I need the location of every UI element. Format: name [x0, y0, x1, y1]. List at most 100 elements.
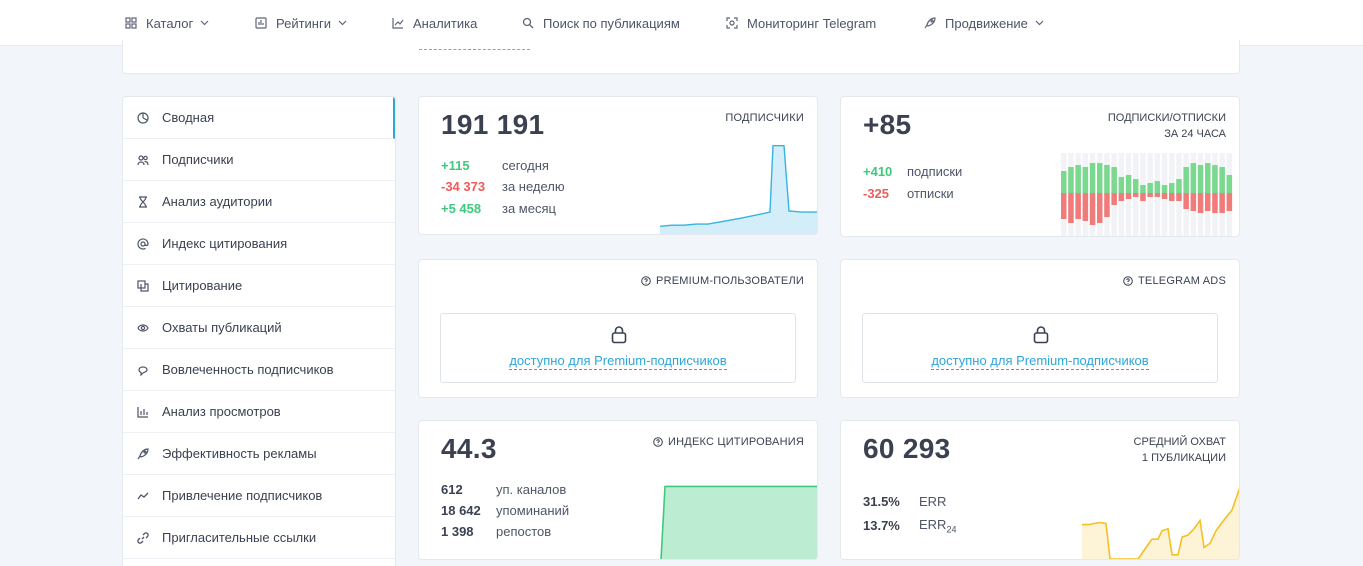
bar-unsubscriptions	[1161, 193, 1168, 199]
bar-subscriptions	[1169, 183, 1175, 193]
bar-unsubscriptions	[1219, 193, 1225, 213]
stat-label: за неделю	[502, 179, 565, 194]
nav-label: Мониторинг Telegram	[747, 15, 877, 31]
quote-icon	[137, 279, 149, 292]
nav-label: Продвижение	[945, 15, 1028, 31]
subs-unsubs-card[interactable]: +85 ПОДПИСКИ/ОТПИСКИ ЗА 24 ЧАСА +410 под…	[840, 96, 1240, 237]
link-icon	[137, 531, 149, 544]
premium-link[interactable]: доступно для Premium-подписчиков	[863, 353, 1217, 370]
stat-label: репостов	[496, 524, 552, 539]
premium-link[interactable]: доступно для Premium-подписчиков	[441, 353, 795, 370]
sidebar-item-subscribers[interactable]: Подписчики	[123, 139, 395, 181]
sidebar-item-audience[interactable]: Анализ аудитории	[123, 181, 395, 223]
question-icon[interactable]	[641, 276, 651, 286]
bar-subscriptions	[1212, 165, 1218, 193]
stat-row: +115 сегодня	[441, 158, 549, 173]
stat-row: -34 373 за неделю	[441, 179, 565, 194]
nav-promotion[interactable]: Продвижение	[923, 13, 1045, 33]
nav-label: Аналитика	[413, 15, 478, 31]
lock-icon	[611, 326, 627, 344]
sidebar-menu: Сводная Подписчики Анализ аудитории Инде…	[122, 96, 396, 566]
bar-unsubscriptions	[1104, 193, 1110, 217]
stat-value: -325	[863, 186, 890, 201]
sidebar-item-summary[interactable]: Сводная	[123, 97, 395, 139]
bar-unsubscriptions	[1212, 193, 1218, 213]
card-title-line: 1 ПУБЛИКАЦИИ	[1141, 452, 1226, 464]
bar-unsubscriptions	[1169, 193, 1175, 201]
sidebar-item-views[interactable]: Анализ просмотров	[123, 391, 395, 433]
stat-value: 13.7%	[863, 518, 900, 534]
stat-row: 612 уп. каналов	[441, 482, 566, 497]
sidebar-item-label: Индекс цитирования	[162, 236, 288, 251]
nav-ratings[interactable]: Рейтинги	[254, 13, 348, 33]
bar-unsubscriptions	[1097, 193, 1103, 223]
sidebar-item-invite-links[interactable]: Пригласительные ссылки	[123, 517, 395, 559]
sidebar-item-acquisition[interactable]: Привлечение подписчиков	[123, 475, 395, 517]
eye-icon	[137, 322, 149, 334]
stat-value: -34 373	[441, 179, 486, 194]
bar-unsubscriptions	[1226, 193, 1233, 211]
card-title-line: ПОДПИСКИ/ОТПИСКИ	[1107, 112, 1226, 124]
stat-value: 612	[441, 482, 463, 497]
bar-subscriptions	[1197, 165, 1204, 193]
avg-reach-card[interactable]: 60 293 СРЕДНИЙ ОХВАТ 1 ПУБЛИКАЦИИ 31.5% …	[840, 420, 1240, 560]
users-icon	[137, 154, 149, 166]
sidebar-item-citations[interactable]: Цитирование	[123, 265, 395, 307]
sidebar-item-reach[interactable]: Охваты публикаций	[123, 307, 395, 349]
question-icon[interactable]	[653, 437, 663, 447]
card-title: ИНДЕКС ЦИТИРОВАНИЯ	[653, 434, 804, 450]
bar-subscriptions	[1176, 179, 1182, 193]
grid-icon	[124, 16, 138, 30]
premium-link-text[interactable]: доступно для Premium-подписчиков	[931, 353, 1149, 370]
citation-index-card[interactable]: 44.3 ИНДЕКС ЦИТИРОВАНИЯ 612 уп. каналов …	[418, 420, 818, 560]
stat-row: 13.7% ERR24	[863, 517, 956, 535]
avg-reach-sparkline	[1082, 487, 1239, 559]
stat-row: +410 подписки	[863, 164, 962, 179]
chart-area-fill	[660, 145, 817, 234]
bar-subscriptions	[1154, 181, 1161, 193]
sidebar-item-label: Цитирование	[162, 278, 243, 293]
err-subscript: 24	[946, 524, 957, 535]
nav-telegram-monitoring[interactable]: Мониторинг Telegram	[725, 13, 876, 33]
bar-subscriptions	[1075, 165, 1081, 193]
stat-row: +5 458 за месяц	[441, 201, 556, 216]
subscribers-sparkline	[660, 145, 817, 234]
sidebar-item-label: Анализ аудитории	[162, 194, 273, 209]
lock-icon	[1033, 326, 1049, 344]
stat-value: 1 398	[441, 524, 474, 539]
card-title: PREMIUM-ПОЛЬЗОВАТЕЛИ	[641, 273, 804, 289]
series-line	[1082, 487, 1239, 559]
bar-unsubscriptions	[1068, 193, 1074, 223]
series-line	[660, 145, 817, 227]
bar-unsubscriptions	[1147, 193, 1153, 197]
analytics-icon	[391, 16, 405, 30]
card-title-line: СРЕДНИЙ ОХВАТ	[1133, 436, 1226, 448]
nav-catalog[interactable]: Каталог	[124, 13, 210, 33]
bar-unsubscriptions	[1061, 193, 1067, 219]
bar-subscriptions	[1068, 167, 1074, 193]
stat-row: -325 отписки	[863, 186, 954, 201]
sidebar-item-citation-index[interactable]: Индекс цитирования	[123, 223, 395, 265]
sidebar-item-label: Анализ просмотров	[162, 404, 281, 419]
bar-unsubscriptions	[1183, 193, 1189, 209]
question-icon[interactable]	[1123, 276, 1133, 286]
bar-subscriptions	[1161, 185, 1168, 193]
summary-icon	[137, 111, 149, 124]
chevron-down-icon	[200, 18, 210, 28]
bar-subscriptions	[1140, 185, 1146, 193]
rocket-icon	[137, 447, 149, 460]
nav-analytics[interactable]: Аналитика	[391, 13, 477, 33]
top-navigation: Каталог Рейтинги Аналитика Поиск по публ…	[0, 0, 1363, 46]
dashed-link-underline[interactable]	[419, 49, 530, 50]
stat-row: 31.5% ERR	[863, 494, 946, 509]
sidebar-item-ads-efficiency[interactable]: Эффективность рекламы	[123, 433, 395, 475]
nav-search-posts[interactable]: Поиск по публикациям	[521, 13, 680, 33]
telegram-ads-card: TELEGRAM ADS доступно для Premium-подпис…	[840, 259, 1240, 398]
premium-link-text[interactable]: доступно для Premium-подписчиков	[509, 353, 727, 370]
sidebar-item-engagement[interactable]: Вовлеченность подписчиков	[123, 349, 395, 391]
nav-label: Каталог	[146, 15, 194, 31]
bar-subscriptions	[1061, 171, 1067, 193]
subscribers-card[interactable]: 191 191 ПОДПИСЧИКИ +115 сегодня -34 373 …	[418, 96, 818, 235]
sidebar-item-label: Эффективность рекламы	[162, 446, 317, 461]
bar-unsubscriptions	[1075, 193, 1081, 219]
